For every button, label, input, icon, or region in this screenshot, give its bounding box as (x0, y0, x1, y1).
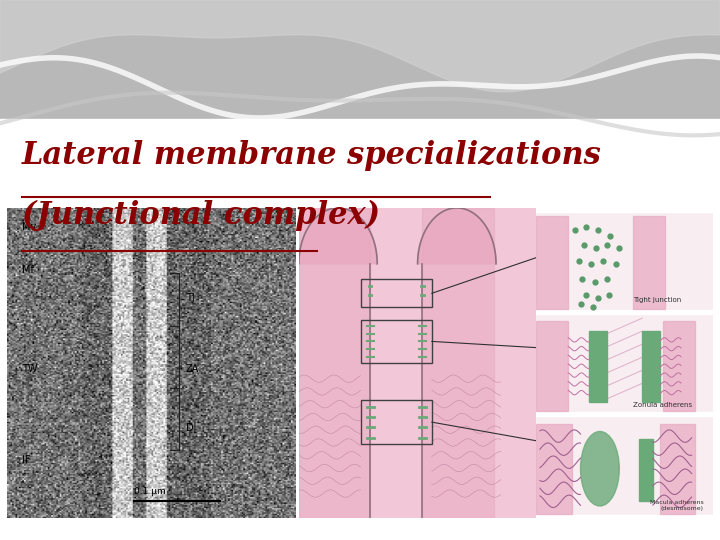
Polygon shape (418, 208, 496, 264)
Bar (536, 213, 713, 309)
Text: 0.1 μm: 0.1 μm (134, 487, 166, 496)
Bar (642, 330, 660, 402)
Bar (536, 315, 713, 411)
Text: Mv: Mv (22, 221, 36, 232)
Text: TW: TW (22, 364, 37, 374)
Bar (639, 439, 653, 501)
Bar (536, 215, 568, 309)
Bar (361, 401, 432, 444)
Bar (660, 424, 696, 514)
Bar (423, 208, 494, 518)
Bar (663, 321, 695, 411)
Text: Tight junction: Tight junction (634, 296, 682, 302)
Bar (361, 279, 432, 307)
Bar (361, 320, 432, 363)
Bar (536, 417, 713, 514)
Bar (536, 315, 713, 411)
Bar (299, 208, 370, 518)
Bar (536, 424, 572, 514)
Text: Macula adherens
(desmosome): Macula adherens (desmosome) (650, 500, 704, 511)
Text: D: D (186, 423, 194, 434)
Bar (536, 213, 713, 309)
Bar (536, 321, 568, 411)
Bar (634, 215, 665, 309)
Text: Mf: Mf (22, 265, 33, 275)
Text: Zonula adherens: Zonula adherens (634, 402, 693, 408)
Text: IF: IF (22, 455, 30, 464)
Bar (536, 417, 713, 514)
Bar (589, 330, 607, 402)
Polygon shape (0, 0, 720, 119)
Text: Lateral membrane specializations: Lateral membrane specializations (22, 140, 601, 171)
Text: ZA: ZA (186, 364, 199, 374)
Ellipse shape (580, 431, 619, 506)
Text: (Junctional complex): (Junctional complex) (22, 200, 379, 231)
Polygon shape (299, 208, 377, 264)
Text: TJ: TJ (186, 293, 194, 303)
Polygon shape (0, 119, 720, 540)
